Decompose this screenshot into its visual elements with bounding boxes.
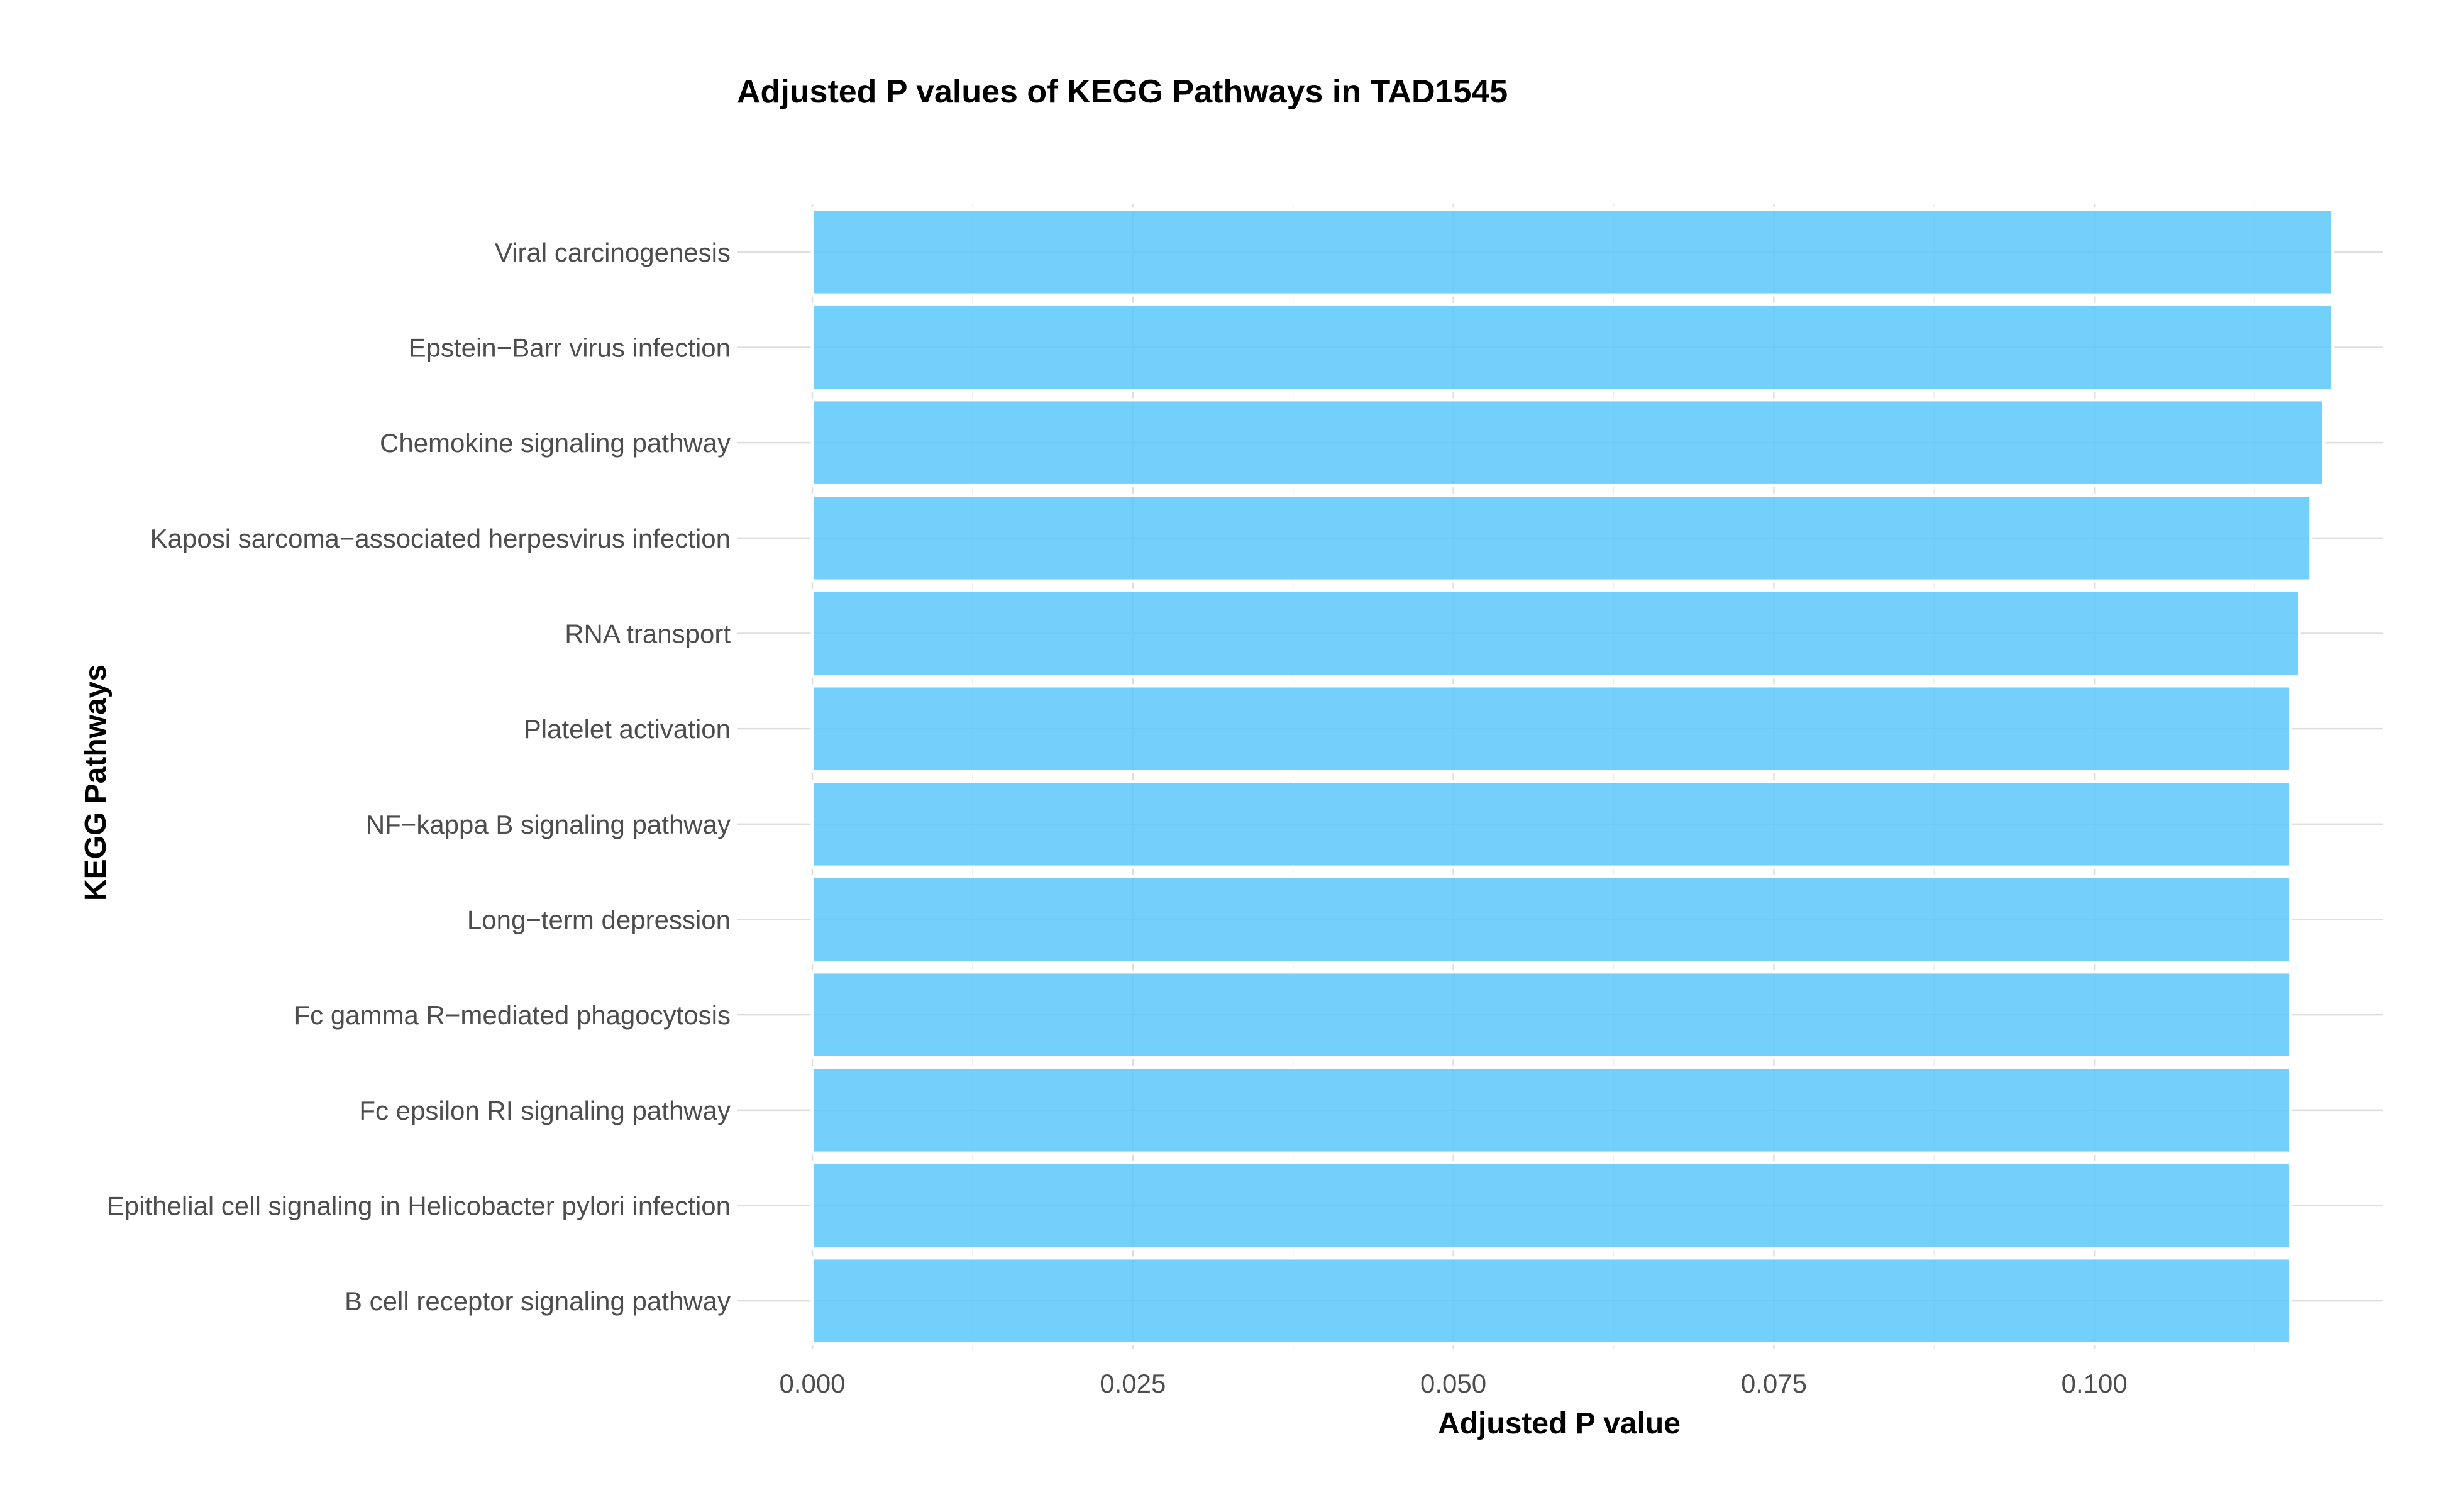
x-tick-label: 0.100 (2062, 1369, 2128, 1398)
x-tick-labels: 0.000 0.025 0.050 0.075 0.100 (779, 1369, 2127, 1398)
y-tick-label: Epstein−Barr virus infection (409, 333, 731, 363)
bar (810, 1256, 2292, 1345)
y-tick-label: Viral carcinogenesis (495, 238, 731, 267)
y-tick-labels: Viral carcinogenesis Epstein−Barr virus i… (107, 238, 731, 1316)
y-tick-label: Epithelial cell signaling in Helicobacte… (107, 1191, 731, 1221)
y-tick-label: Fc epsilon RI signaling pathway (359, 1096, 731, 1125)
y-axis-title: KEGG Pathways (79, 665, 113, 901)
y-tick-label: RNA transport (565, 619, 731, 649)
bar (810, 1066, 2292, 1155)
bar (810, 302, 2334, 392)
y-tick-label: Long−term depression (467, 905, 731, 935)
bar (810, 970, 2292, 1059)
bar (810, 684, 2292, 773)
y-tick-label: Chemokine signaling pathway (380, 428, 731, 458)
y-tick-label: Fc gamma R−mediated phagocytosis (294, 1000, 731, 1030)
bar (810, 588, 2301, 678)
bar (810, 398, 2326, 487)
x-tick-label: 0.075 (1741, 1369, 1807, 1398)
x-tick-label: 0.025 (1100, 1369, 1166, 1398)
bar (810, 875, 2292, 964)
y-tick-label: B cell receptor signaling pathway (345, 1286, 731, 1316)
bar (810, 207, 2334, 297)
y-tick-label: Platelet activation (524, 714, 731, 744)
chart-title: Adjusted P values of KEGG Pathways in TA… (737, 74, 1508, 110)
bar (810, 494, 2313, 583)
bars (810, 207, 2334, 1345)
x-axis-title: Adjusted P value (1438, 1407, 1681, 1440)
x-tick-label: 0.050 (1420, 1369, 1486, 1398)
x-tick-label: 0.000 (779, 1369, 845, 1398)
bar (810, 1161, 2292, 1250)
y-tick-label: Kaposi sarcoma−associated herpesvirus in… (150, 524, 731, 553)
bar (810, 780, 2292, 869)
y-tick-label: NF−kappa B signaling pathway (366, 810, 731, 839)
